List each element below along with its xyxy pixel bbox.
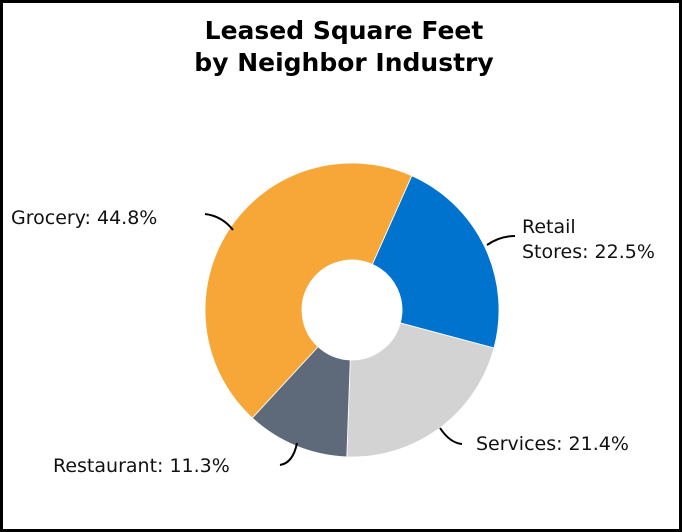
donut-slice-retail-stores <box>371 175 500 349</box>
leader-line-retail <box>486 235 516 246</box>
donut-slice-grocery <box>204 162 413 419</box>
data-label-retail-line-2: Stores: 22.5% <box>522 241 655 263</box>
data-label-grocery: Grocery: 44.8% <box>11 207 158 229</box>
donut-slice-services <box>346 322 495 458</box>
leader-line-grocery <box>204 213 234 231</box>
data-label-restaurant: Restaurant: 11.3% <box>53 455 230 477</box>
data-label-retail-line-1: Retail <box>522 216 576 238</box>
chart-title: Leased Square Feet by Neighbor Industry <box>3 15 682 79</box>
leader-line-services <box>439 427 463 445</box>
leader-line-restaurant <box>279 442 298 466</box>
donut-slices <box>204 162 500 458</box>
data-label-services: Services: 21.4% <box>476 433 629 455</box>
leader-lines <box>204 213 516 466</box>
chart-title-line-1: Leased Square Feet <box>204 16 484 45</box>
chart-title-line-2: by Neighbor Industry <box>194 48 494 77</box>
data-label-retail-stores: Retail Stores: 22.5% <box>522 215 655 265</box>
